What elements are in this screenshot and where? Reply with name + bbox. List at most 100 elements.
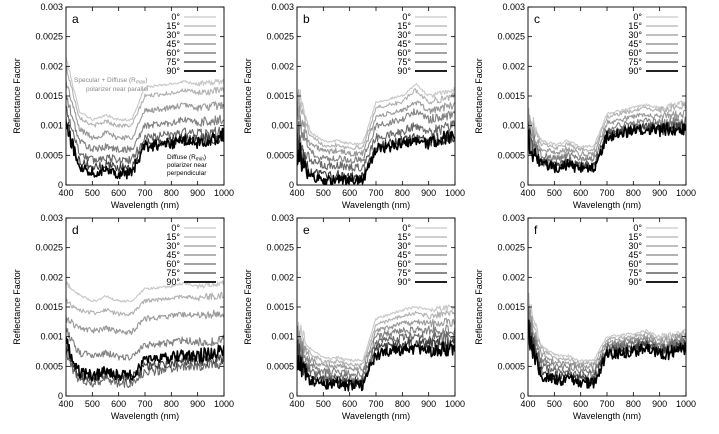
y-axis-label: Reflectance Factor <box>243 58 253 134</box>
series-line-d-1 <box>66 291 224 317</box>
series-group <box>66 280 224 388</box>
series-line-d-2 <box>66 309 224 335</box>
y-tick-label: 0.0025 <box>266 32 294 42</box>
series-line-a-0 <box>66 56 224 122</box>
panel-letter: a <box>72 12 79 26</box>
legend-label: 45° <box>628 250 642 260</box>
series-line-d-0 <box>66 280 224 303</box>
y-tick-label: 0.0005 <box>35 150 63 160</box>
legend-label: 60° <box>397 259 411 269</box>
series-line-f-1 <box>528 303 686 366</box>
y-tick-label: 0.001 <box>271 332 294 342</box>
legend-label: 30° <box>166 30 180 40</box>
legend-label: 30° <box>628 30 642 40</box>
panel-d: 400 500 600 700 800 900 1000 0 0.0005 0.001 0.0015… <box>12 213 234 421</box>
series-line-e-5 <box>297 336 455 388</box>
y-axis-label: Reflectance Factor <box>243 269 253 345</box>
y-tick-label: 0 <box>289 391 294 401</box>
y-tick-label: 0 <box>58 391 63 401</box>
legend-label: 15° <box>166 21 180 31</box>
x-tick-label: 900 <box>190 188 205 198</box>
legend-label: 60° <box>166 48 180 58</box>
panel-e: 400 500 600 700 800 900 1000 0 0.0005 0.001 0.0015… <box>243 213 465 421</box>
y-tick-label: 0.0025 <box>35 243 63 253</box>
series-line-c-1 <box>528 102 686 152</box>
y-tick-label: 0.0015 <box>497 302 525 312</box>
y-tick-label: 0.003 <box>40 213 63 223</box>
legend-label: 0° <box>171 223 180 233</box>
legend-label: 15° <box>628 21 642 31</box>
y-tick-label: 0.001 <box>502 121 525 131</box>
y-tick-label: 0.001 <box>502 332 525 342</box>
panel-f: 400 500 600 700 800 900 1000 0 0.0005 0.001 0.0015… <box>474 213 696 421</box>
x-tick-label: 700 <box>599 399 614 409</box>
legend-label: 30° <box>628 241 642 251</box>
series-line-a-2 <box>66 79 224 141</box>
panel-b: 400 500 600 700 800 900 1000 0 0.0005 0.001 0.0015… <box>243 2 465 210</box>
series-group <box>528 100 686 174</box>
y-axis-label: Reflectance Factor <box>474 269 484 345</box>
series-line-d-6 <box>66 336 224 382</box>
y-tick-label: 0.0015 <box>35 91 63 101</box>
y-tick-label: 0.0005 <box>497 150 525 160</box>
x-tick-label: 1000 <box>676 399 696 409</box>
y-tick-label: 0.002 <box>502 272 525 282</box>
x-tick-label: 800 <box>626 188 641 198</box>
series-group <box>297 83 455 185</box>
legend-label: 0° <box>402 223 411 233</box>
series-line-a-3 <box>66 94 224 154</box>
x-tick-label: 800 <box>395 399 410 409</box>
series-line-b-3 <box>297 108 455 164</box>
panel-c: 400 500 600 700 800 900 1000 0 0.0005 0.001 0.0015… <box>474 2 696 210</box>
x-tick-label: 500 <box>85 188 100 198</box>
legend-label: 45° <box>628 39 642 49</box>
series-line-a-4 <box>66 105 224 165</box>
series-line-b-0 <box>297 83 455 146</box>
legend-label: 90° <box>628 277 642 287</box>
legend-label: 15° <box>628 232 642 242</box>
legend-label: 30° <box>397 30 411 40</box>
x-tick-label: 800 <box>164 188 179 198</box>
legend-label: 60° <box>628 259 642 269</box>
x-tick-label: 600 <box>573 188 588 198</box>
y-tick-label: 0.002 <box>40 61 63 71</box>
legend-label: 90° <box>166 66 180 76</box>
x-tick-label: 800 <box>164 399 179 409</box>
panel-letter: d <box>72 223 79 237</box>
y-tick-label: 0.002 <box>271 272 294 282</box>
x-tick-label: 600 <box>111 399 126 409</box>
legend-label: 45° <box>397 250 411 260</box>
y-tick-label: 0.003 <box>502 2 525 12</box>
legend-label: 90° <box>628 66 642 76</box>
x-axis-label: Wavelength (nm) <box>573 411 641 421</box>
series-line-e-6 <box>297 341 455 392</box>
legend-label: 15° <box>397 21 411 31</box>
x-tick-label: 1000 <box>214 399 234 409</box>
x-tick-label: 900 <box>190 399 205 409</box>
y-tick-label: 0.0005 <box>266 150 294 160</box>
legend-label: 90° <box>397 277 411 287</box>
annotation-diffuse: Diffuse (Rmin) <box>167 154 206 163</box>
x-tick-label: 400 <box>520 188 535 198</box>
legend-label: 30° <box>166 241 180 251</box>
legend-label: 75° <box>628 57 642 67</box>
x-tick-label: 1000 <box>445 188 465 198</box>
x-tick-label: 1000 <box>214 188 234 198</box>
x-tick-label: 800 <box>626 399 641 409</box>
y-tick-label: 0.0005 <box>266 361 294 371</box>
y-tick-label: 0.0025 <box>497 32 525 42</box>
series-line-c-2 <box>528 109 686 158</box>
legend-label: 15° <box>397 232 411 242</box>
x-tick-label: 900 <box>652 399 667 409</box>
x-axis-label: Wavelength (nm) <box>342 411 410 421</box>
legend-label: 60° <box>166 259 180 269</box>
series-line-c-6 <box>528 122 686 174</box>
y-tick-label: 0.002 <box>502 61 525 71</box>
legend-label: 0° <box>402 12 411 22</box>
y-tick-label: 0.001 <box>271 121 294 131</box>
x-axis-label: Wavelength (nm) <box>573 200 641 210</box>
y-tick-label: 0.002 <box>271 61 294 71</box>
x-tick-label: 400 <box>58 188 73 198</box>
y-tick-label: 0.003 <box>502 213 525 223</box>
